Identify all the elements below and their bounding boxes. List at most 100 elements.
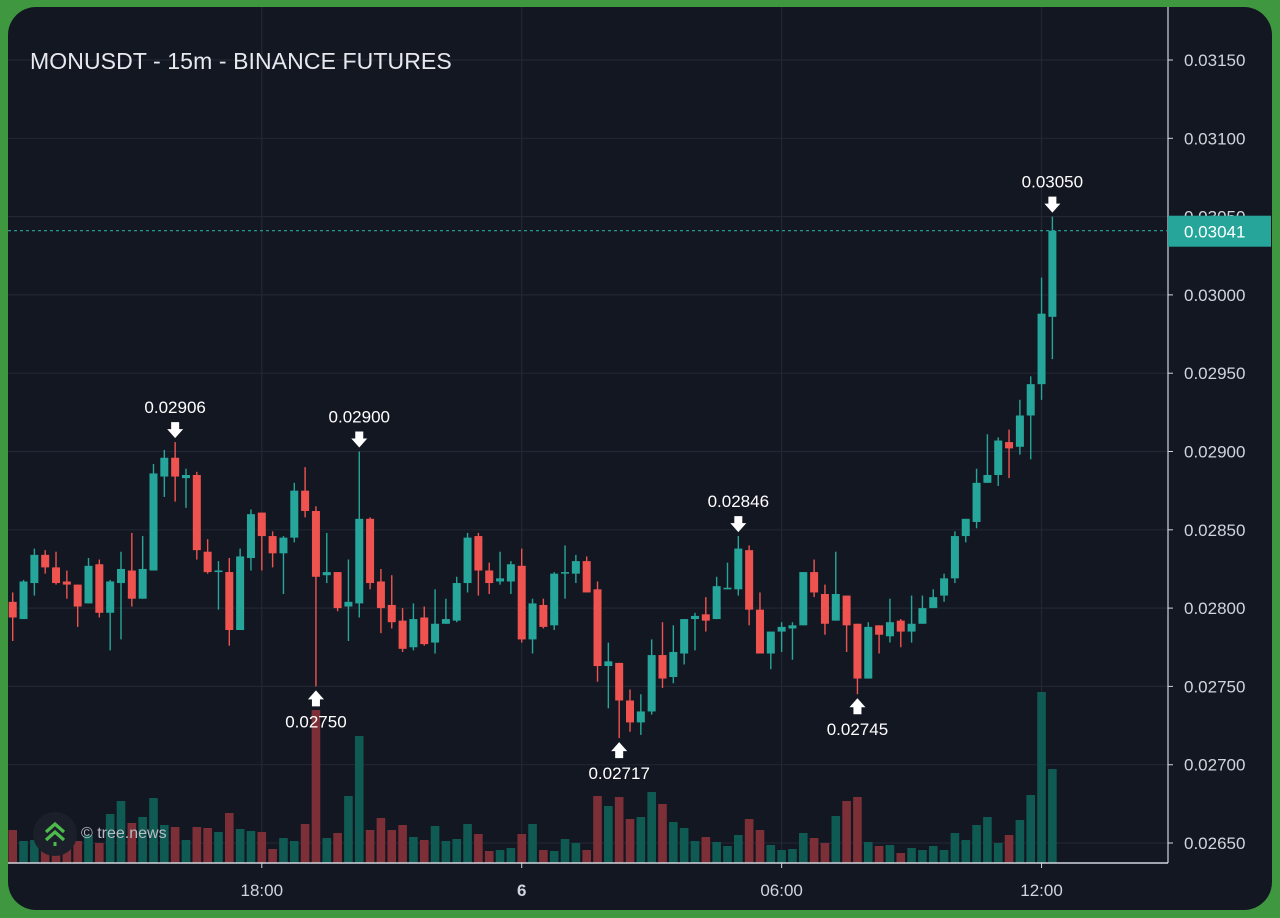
volume-bar bbox=[235, 829, 245, 863]
chart-panel: 0.03150 0.03100 0.03050 0.03000 0.02950 0.029… bbox=[8, 7, 1272, 910]
volume-bar bbox=[831, 816, 841, 863]
y-tick-label: 0.02950 bbox=[1184, 364, 1245, 383]
candle-up bbox=[680, 619, 689, 654]
volume-bar bbox=[62, 845, 72, 863]
volume-bar bbox=[430, 826, 440, 863]
candle-up bbox=[550, 573, 559, 626]
candle-down bbox=[171, 457, 180, 477]
volume-bar bbox=[766, 845, 776, 863]
volume-bar bbox=[517, 834, 527, 863]
volume-bar bbox=[950, 833, 960, 863]
volume-bar bbox=[647, 792, 656, 863]
volume-bar bbox=[484, 851, 494, 863]
volume-bar bbox=[73, 841, 82, 863]
candle-up bbox=[636, 711, 645, 723]
volume-bar bbox=[788, 849, 797, 863]
candle-down bbox=[52, 567, 61, 584]
candle-up bbox=[766, 631, 775, 654]
volume-bar bbox=[744, 819, 754, 863]
candle-up bbox=[30, 554, 39, 584]
candle-up bbox=[290, 490, 299, 538]
candle-up bbox=[918, 608, 927, 624]
volume-bar bbox=[593, 796, 602, 863]
volume-bar bbox=[560, 839, 570, 863]
volume-bar bbox=[160, 825, 169, 863]
volume-bar bbox=[614, 797, 624, 863]
volume-bar bbox=[419, 840, 429, 863]
chart-title: MONUSDT - 15m - BINANCE FUTURES bbox=[30, 48, 452, 74]
down-arrow-icon bbox=[167, 422, 184, 439]
candle-down bbox=[8, 601, 17, 618]
candle-up bbox=[463, 537, 472, 584]
candle-down bbox=[366, 518, 375, 584]
candle-down bbox=[95, 564, 104, 613]
candle-up bbox=[496, 578, 505, 582]
up-arrow-icon bbox=[611, 742, 628, 759]
candle-up bbox=[117, 568, 125, 584]
candle-down bbox=[268, 536, 277, 554]
low-price-label: 0.02717 bbox=[588, 764, 649, 783]
high-price-label: 0.02906 bbox=[144, 398, 205, 417]
volume-bar bbox=[734, 835, 743, 863]
volume-bar bbox=[809, 838, 819, 863]
candle-up bbox=[19, 581, 28, 620]
candle-up bbox=[788, 625, 797, 629]
current-price-tag bbox=[1168, 215, 1271, 247]
candle-up bbox=[214, 570, 223, 573]
candle-up bbox=[961, 518, 970, 537]
candle-up bbox=[528, 603, 537, 640]
candle-down bbox=[517, 565, 526, 640]
volume-bar bbox=[214, 832, 223, 863]
volume-bar bbox=[495, 850, 505, 863]
candle-up bbox=[441, 619, 450, 624]
candle-up bbox=[950, 536, 959, 579]
volume-bar bbox=[723, 846, 732, 863]
candle-down bbox=[842, 595, 851, 626]
candle-down bbox=[896, 620, 905, 632]
volume-bar bbox=[463, 824, 472, 863]
down-arrow-icon bbox=[351, 431, 368, 448]
candle-up bbox=[647, 655, 656, 712]
volume-bar bbox=[690, 841, 700, 863]
candlestick-chart[interactable]: 0.03150 0.03100 0.03050 0.03000 0.02950 0.029… bbox=[8, 7, 1272, 910]
candle-down bbox=[539, 604, 548, 627]
volume-bar bbox=[268, 849, 277, 863]
volume-bar bbox=[300, 824, 310, 863]
candle-down bbox=[127, 570, 136, 599]
candle-down bbox=[333, 572, 342, 609]
volume-bar bbox=[84, 835, 93, 863]
volume-bar bbox=[127, 823, 137, 863]
candle-down bbox=[582, 561, 591, 593]
candle-up bbox=[1026, 384, 1035, 416]
candle-up bbox=[160, 457, 169, 477]
volume-bar bbox=[474, 834, 483, 863]
volume-bar bbox=[116, 801, 126, 863]
candle-up bbox=[431, 623, 440, 643]
candle-up bbox=[355, 518, 364, 604]
candle-down bbox=[257, 512, 266, 537]
candle-down bbox=[875, 625, 884, 635]
candle-up bbox=[236, 556, 245, 631]
volume-bar bbox=[333, 833, 342, 863]
low-price-label: 0.02745 bbox=[827, 720, 888, 739]
up-arrow-icon bbox=[849, 698, 866, 715]
watermark: © tree.news bbox=[33, 812, 167, 856]
candle-up bbox=[940, 578, 949, 596]
candle-down bbox=[62, 581, 71, 585]
candle-up bbox=[344, 601, 353, 607]
volume-bar bbox=[95, 843, 104, 863]
candle-up bbox=[181, 474, 190, 479]
candle-down bbox=[615, 662, 624, 701]
volume-bar bbox=[961, 840, 971, 863]
volume-bar bbox=[679, 828, 689, 863]
volume-bar bbox=[203, 828, 212, 863]
volume-bar bbox=[571, 843, 581, 863]
y-tick-label: 0.02750 bbox=[1184, 677, 1245, 696]
volume-bar bbox=[1037, 692, 1046, 863]
volume-bar bbox=[365, 830, 375, 863]
candle-down bbox=[701, 614, 710, 621]
candle-down bbox=[311, 511, 320, 577]
volume-bar bbox=[40, 846, 50, 863]
candle-down bbox=[387, 604, 396, 623]
volume-bar bbox=[398, 825, 407, 863]
